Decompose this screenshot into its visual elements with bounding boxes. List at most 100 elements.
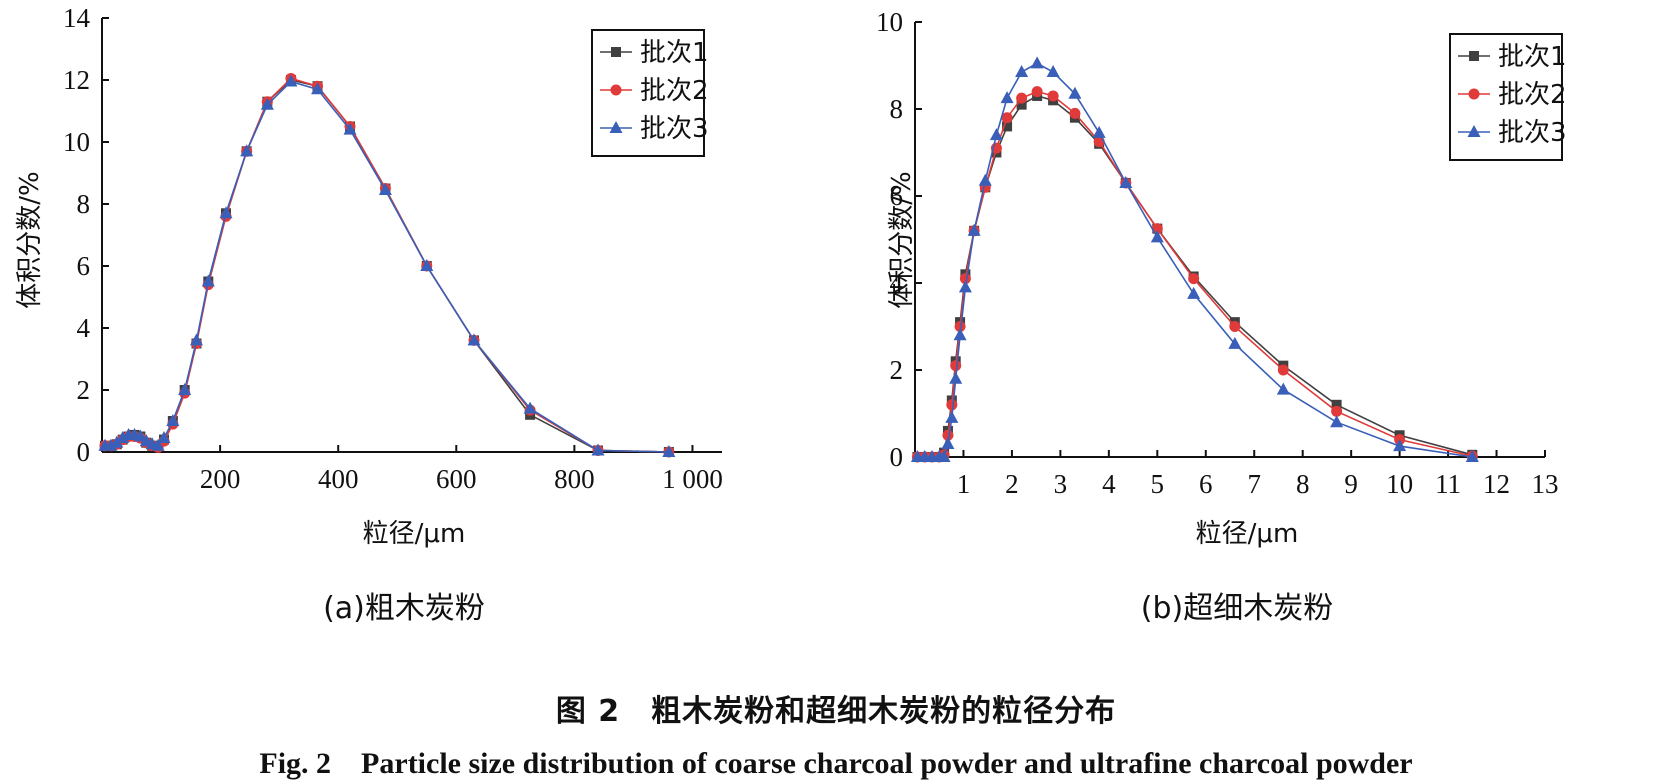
x-tick-label: 7 bbox=[1247, 469, 1261, 499]
data-point bbox=[110, 435, 124, 448]
data-point bbox=[1228, 336, 1242, 349]
x-tick-label: 200 bbox=[200, 464, 241, 494]
chart-coarse-charcoal: 0 2 4 6 8 10 12 14 200 400 600 800 1 000 粒径/μm 体积分数/… bbox=[15, 3, 723, 626]
subcaption-a: (a)粗木炭粉 bbox=[323, 591, 485, 626]
data-point bbox=[378, 183, 392, 196]
legend-label: 批次1 bbox=[1498, 42, 1567, 72]
series-2-b bbox=[911, 86, 1478, 463]
legend-label: 批次3 bbox=[1498, 118, 1567, 148]
data-point bbox=[958, 280, 972, 293]
data-point bbox=[1068, 86, 1082, 99]
data-point bbox=[467, 333, 481, 346]
data-point bbox=[157, 431, 171, 444]
data-point bbox=[1331, 399, 1342, 410]
series-line bbox=[105, 79, 669, 453]
data-point bbox=[942, 429, 954, 441]
data-point bbox=[1330, 415, 1344, 428]
x-axis-label-b: 粒径/μm bbox=[1196, 519, 1299, 549]
legend-item-1: 批次1 bbox=[600, 38, 709, 68]
data-point bbox=[201, 274, 215, 287]
y-tick-label: 14 bbox=[63, 3, 91, 33]
data-point bbox=[260, 97, 274, 110]
y-tick-label: 10 bbox=[876, 7, 903, 37]
data-point bbox=[1188, 273, 1200, 285]
legend-item-2: 批次2 bbox=[600, 76, 709, 106]
y-tick-label: 2 bbox=[890, 355, 904, 385]
series-3-a bbox=[98, 74, 676, 457]
data-point bbox=[1015, 65, 1029, 78]
data-point bbox=[1000, 91, 1014, 104]
data-point bbox=[219, 206, 233, 219]
data-point bbox=[1277, 364, 1289, 376]
data-point bbox=[1393, 439, 1407, 452]
y-tick-label: 10 bbox=[63, 127, 90, 157]
data-point bbox=[1069, 107, 1081, 119]
x-tick-label: 5 bbox=[1151, 469, 1165, 499]
legend-item-2: 批次2 bbox=[1458, 80, 1567, 110]
data-point bbox=[284, 74, 298, 87]
data-point bbox=[343, 122, 357, 135]
legend-a: 批次1 批次2 批次3 bbox=[591, 29, 709, 157]
y-tick-label: 8 bbox=[77, 189, 91, 219]
data-point bbox=[978, 173, 992, 186]
data-point bbox=[989, 128, 1003, 141]
series-2-a bbox=[99, 72, 675, 458]
y-tick-label: 2 bbox=[77, 375, 91, 405]
data-point bbox=[178, 383, 192, 395]
data-point bbox=[104, 438, 118, 451]
legend-item-3: 批次3 bbox=[1458, 118, 1567, 148]
data-point bbox=[591, 443, 605, 456]
x-tick-label: 800 bbox=[554, 464, 595, 494]
data-point bbox=[1092, 125, 1106, 138]
y-tick-label: 0 bbox=[77, 437, 91, 467]
x-tick-label: 10 bbox=[1386, 469, 1413, 499]
data-point bbox=[1016, 99, 1027, 110]
x-tick-label: 13 bbox=[1532, 469, 1559, 499]
legend-marker bbox=[610, 84, 622, 96]
x-tick-label: 4 bbox=[1102, 469, 1116, 499]
y-tick-label: 6 bbox=[77, 251, 91, 281]
series-line bbox=[105, 77, 669, 453]
x-tick-label: 2 bbox=[1005, 469, 1019, 499]
data-point bbox=[240, 144, 254, 157]
legend-marker bbox=[611, 47, 621, 57]
legend-label: 批次1 bbox=[640, 38, 709, 68]
data-point bbox=[1046, 65, 1060, 78]
series-line bbox=[105, 80, 669, 453]
data-point bbox=[1187, 286, 1201, 299]
y-axis-label-a: 体积分数/% bbox=[15, 171, 45, 308]
x-tick-label: 6 bbox=[1199, 469, 1213, 499]
legend-b: 批次1 批次2 批次3 bbox=[1449, 33, 1567, 161]
series-line bbox=[917, 62, 1473, 458]
data-point bbox=[945, 410, 959, 423]
x-tick-label: 3 bbox=[1054, 469, 1068, 499]
plot-area-a: 0 2 4 6 8 10 12 14 200 400 600 800 1 000 bbox=[63, 3, 723, 494]
y-tick-label: 6 bbox=[890, 181, 904, 211]
data-point bbox=[1016, 92, 1028, 104]
data-point bbox=[1031, 86, 1043, 98]
data-point bbox=[1229, 321, 1241, 332]
legend-item-1: 批次1 bbox=[1458, 42, 1567, 72]
x-tick-label: 1 bbox=[957, 469, 971, 499]
data-point bbox=[1002, 121, 1013, 132]
y-axis-label-b: 体积分数/% bbox=[887, 171, 917, 308]
x-tick-label: 600 bbox=[436, 464, 477, 494]
data-point bbox=[949, 371, 963, 384]
data-point bbox=[311, 82, 325, 95]
data-point bbox=[1001, 112, 1013, 124]
y-tick-label: 8 bbox=[890, 94, 904, 124]
legend-marker bbox=[1469, 51, 1479, 61]
legend-label: 批次2 bbox=[640, 76, 709, 106]
data-point bbox=[1047, 90, 1059, 102]
x-tick-label: 12 bbox=[1483, 469, 1510, 499]
x-axis-label-a: 粒径/μm bbox=[363, 519, 466, 549]
y-tick-label: 12 bbox=[63, 65, 90, 95]
x-tick-label: 1 000 bbox=[662, 464, 723, 494]
legend-box bbox=[591, 29, 705, 157]
data-point bbox=[967, 223, 981, 236]
data-point bbox=[1030, 56, 1044, 69]
data-point bbox=[946, 399, 958, 411]
data-point bbox=[189, 333, 203, 346]
